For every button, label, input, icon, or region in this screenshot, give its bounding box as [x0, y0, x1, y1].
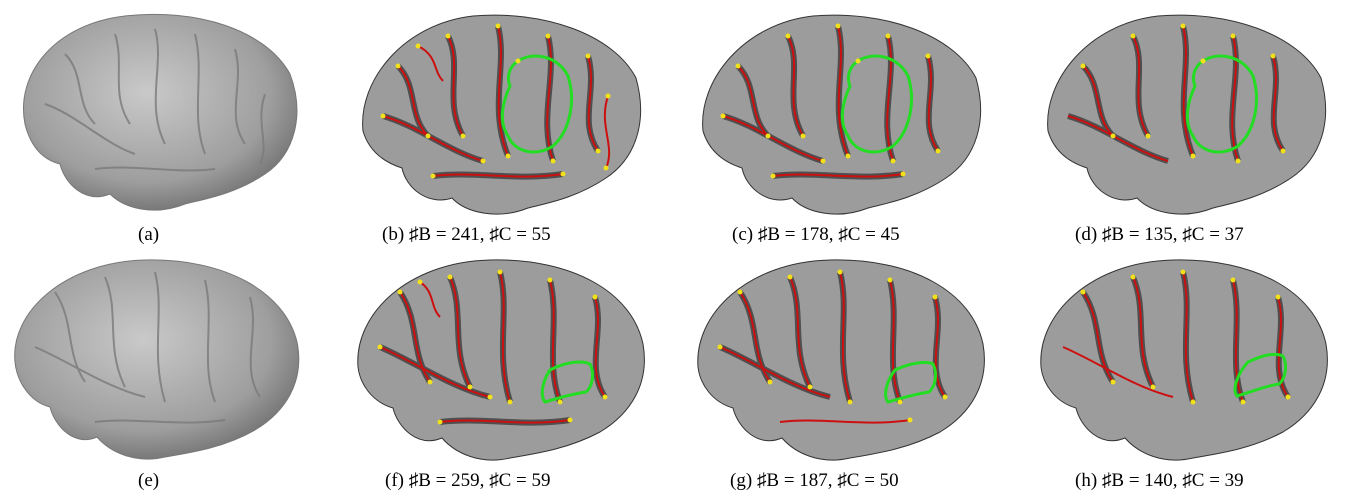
panel-e	[5, 252, 305, 470]
brain-sulci-image	[702, 14, 982, 215]
brain-sulci-image	[1040, 259, 1328, 461]
brain-sulci-image	[362, 14, 642, 215]
panel-f	[350, 252, 650, 470]
brain-plain-image	[23, 13, 298, 211]
caption-a: (a)	[138, 224, 160, 245]
panel-a	[5, 4, 305, 222]
panel-h	[1033, 252, 1333, 470]
brain-sulci-image	[357, 259, 645, 461]
caption-h: (h) ♯B = 140, ♯C = 39	[1075, 470, 1244, 491]
caption-d: (d) ♯B = 135, ♯C = 37	[1075, 224, 1244, 245]
brain-plain-image	[14, 259, 300, 460]
panel-d	[1033, 6, 1333, 224]
caption-e: (e)	[138, 470, 160, 491]
brain-sulci-image	[697, 259, 985, 461]
panel-b	[348, 6, 648, 224]
caption-c: (c) ♯B = 178, ♯C = 45	[732, 224, 900, 245]
brain-sulci-image	[1047, 14, 1327, 215]
caption-b: (b) ♯B = 241, ♯C = 55	[382, 224, 551, 245]
panel-c	[688, 6, 988, 224]
caption-g: (g) ♯B = 187, ♯C = 50	[730, 470, 899, 491]
caption-f: (f) ♯B = 259, ♯C = 59	[385, 470, 551, 491]
panel-g	[690, 252, 990, 470]
